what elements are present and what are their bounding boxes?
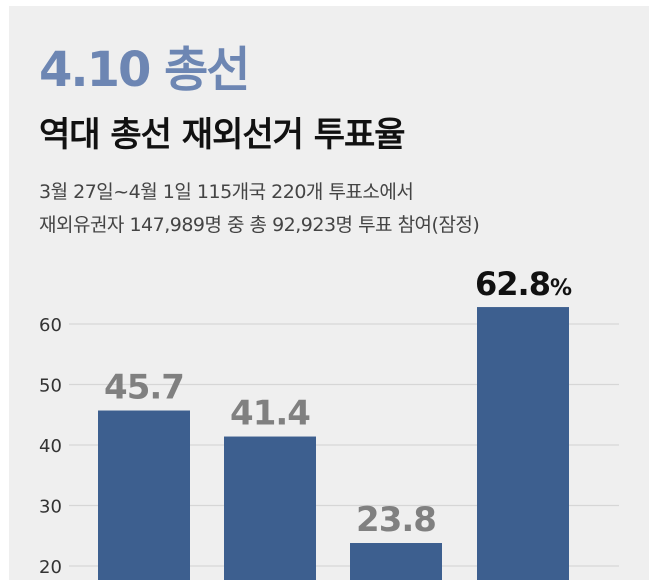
infographic-card: 4.10 총선 역대 총선 재외선거 투표율 3월 27일~4월 1일 115개… — [9, 6, 649, 580]
bar-value-number: 45.7 — [104, 368, 184, 408]
y-tick-label: 50 — [39, 376, 62, 397]
subtitle-line-2: 재외유권자 147,989명 중 총 92,923명 투표 참여(잠정) — [39, 214, 480, 236]
bar-value-number: 23.8 — [356, 500, 436, 540]
bar-chart: 20 30 40 50 60 45.7 41.4 23.8 62.8% — [39, 265, 619, 580]
y-tick-label: 40 — [39, 436, 62, 457]
bar-value-unit: % — [550, 276, 572, 301]
headline: 4.10 총선 — [39, 42, 250, 98]
bar-value-number: 62.8 — [475, 265, 550, 303]
y-tick-label: 60 — [39, 315, 62, 336]
bar-value-label: 62.8% — [475, 265, 572, 303]
y-tick-label: 20 — [39, 557, 62, 578]
bar-value-label: 23.8 — [356, 500, 436, 540]
bar — [477, 307, 569, 580]
chart-title: 역대 총선 재외선거 투표율 — [39, 115, 406, 155]
bar — [98, 410, 190, 580]
subtitle-line-1: 3월 27일~4월 1일 115개국 220개 투표소에서 — [39, 181, 414, 203]
bar — [350, 543, 442, 580]
bar-value-label: 45.7 — [104, 368, 184, 408]
bar — [224, 436, 316, 580]
y-tick-label: 30 — [39, 497, 62, 518]
bar-value-label: 41.4 — [230, 394, 310, 434]
subtitle: 3월 27일~4월 1일 115개국 220개 투표소에서 재외유권자 147,… — [39, 176, 480, 242]
bar-value-number: 41.4 — [230, 394, 310, 434]
